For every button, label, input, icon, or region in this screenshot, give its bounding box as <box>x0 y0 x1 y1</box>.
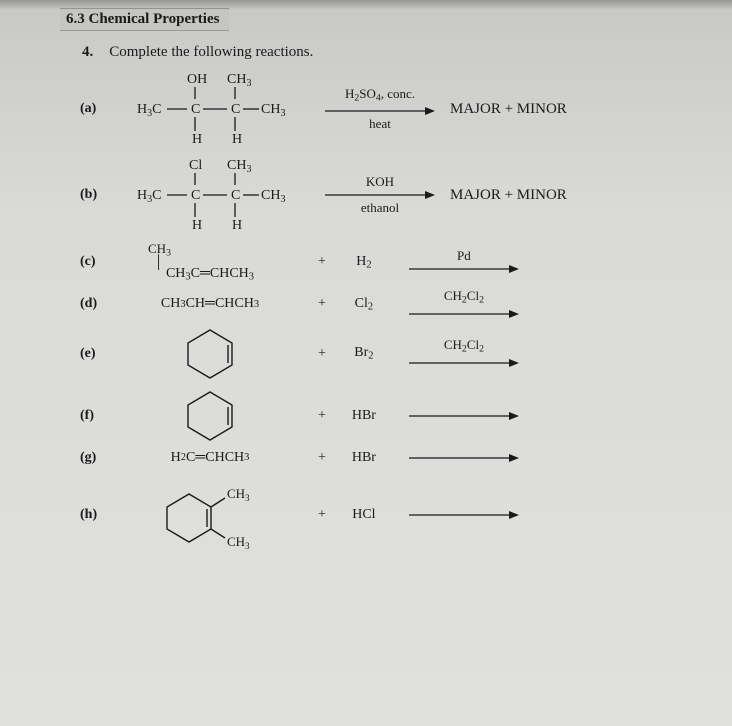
atom-h-br-b: H <box>232 218 242 233</box>
products-a: MAJOR + MINOR <box>450 101 702 118</box>
structure-e <box>110 326 310 382</box>
atom-h3c-left: H3C <box>137 102 161 119</box>
arrow-g <box>404 452 524 464</box>
part-b: (b) Cl CH3 H3C C C CH3 H H <box>60 155 702 235</box>
part-h: (h) CH3 CH3 + HCl <box>60 472 702 558</box>
atom-cl: Cl <box>189 158 202 173</box>
question-line: 4. Complete the following reactions. <box>82 43 702 61</box>
reagent-g: HBr <box>334 450 394 466</box>
atom-ch3-top-b: CH3 <box>227 158 251 175</box>
arrow-c: Pd <box>404 249 524 275</box>
structure-g: H2C═CHCH3 <box>110 450 310 466</box>
plus-icon: + <box>318 346 326 362</box>
sub-ch3-bot: CH3 <box>227 534 250 551</box>
arrow-a: H2SO4, conc. heat <box>320 87 440 131</box>
branch-bond: │ <box>154 254 163 270</box>
arrow-top-b: KOH <box>366 175 394 189</box>
products-b: MAJOR + MINOR <box>450 187 702 204</box>
part-label-c: (c) <box>80 254 110 270</box>
arrow-top-e: CH2Cl2 <box>444 338 484 356</box>
part-label-e: (e) <box>80 346 110 362</box>
atom-h-br: H <box>232 132 242 147</box>
plus-icon: + <box>318 296 326 312</box>
cyclohexene-icon <box>180 326 240 382</box>
structure-f <box>110 388 310 444</box>
atom-c1-b: C <box>191 188 200 203</box>
atom-c2: C <box>231 102 240 117</box>
part-c: (c) CH3 │ CH3C═CHCH3 + H2 Pd <box>60 241 702 283</box>
arrow-icon <box>409 452 519 464</box>
arrow-d: CH2Cl2 <box>404 289 524 319</box>
carbon-chain-b: Cl CH3 H3C C C CH3 H H <box>125 155 295 235</box>
atom-h3c-left-b: H3C <box>137 188 161 205</box>
part-f: (f) + HBr <box>60 388 702 444</box>
part-label-a: (a) <box>80 101 110 117</box>
alkene-c: CH3C═CHCH3 <box>166 266 254 283</box>
part-d: (d) CH3CH═CHCH3 + Cl2 CH2Cl2 <box>60 289 702 319</box>
question-text: Complete the following reactions. <box>109 44 313 60</box>
reagent-c: H2 <box>334 254 394 271</box>
reagent-e: Br2 <box>334 345 394 362</box>
cyclohexene-icon <box>180 388 240 444</box>
part-label-b: (b) <box>80 187 110 203</box>
carbon-chain-a: OH CH3 H3C C C CH3 H H <box>125 69 295 149</box>
plus-icon: + <box>318 507 326 523</box>
reagent-f: HBr <box>334 408 394 424</box>
structure-c: CH3 │ CH3C═CHCH3 <box>110 241 310 283</box>
sub-ch3-top: CH3 <box>227 486 250 503</box>
atom-c2-b: C <box>231 188 240 203</box>
atom-oh: OH <box>187 72 207 87</box>
arrow-top-d: CH2Cl2 <box>444 289 484 307</box>
reagent-d: Cl2 <box>334 296 394 313</box>
atom-ch3-top: CH3 <box>227 72 251 89</box>
arrow-icon <box>409 308 519 320</box>
question-number: 4. <box>82 44 93 60</box>
part-label-f: (f) <box>80 408 110 424</box>
part-label-d: (d) <box>80 296 110 312</box>
arrow-bot-a: heat <box>369 117 391 131</box>
arrow-bot-b: ethanol <box>361 201 399 215</box>
dimethylcyclohexene-icon: CH3 CH3 <box>155 472 265 558</box>
arrow-h <box>404 509 524 521</box>
arrow-f <box>404 410 524 422</box>
arrow-icon <box>409 410 519 422</box>
atom-ch3-right-b: CH3 <box>261 188 285 205</box>
plus-icon: + <box>318 408 326 424</box>
reagent-h: HCl <box>334 507 394 523</box>
plus-icon: + <box>318 254 326 270</box>
arrow-e: CH2Cl2 <box>404 338 524 368</box>
arrow-b: KOH ethanol <box>320 175 440 215</box>
atom-c1: C <box>191 102 200 117</box>
atom-h-bl: H <box>192 132 202 147</box>
part-label-h: (h) <box>80 507 110 523</box>
part-label-g: (g) <box>80 450 110 466</box>
arrow-top-a: H2SO4, conc. <box>345 87 415 105</box>
page: 6.3 Chemical Properties 4. Complete the … <box>0 0 732 726</box>
atom-h-bl-b: H <box>192 218 202 233</box>
part-a: (a) OH CH3 H3C C C CH3 H H <box>60 69 702 149</box>
arrow-icon <box>409 357 519 369</box>
part-e: (e) + Br2 CH2Cl2 <box>60 326 702 382</box>
structure-d: CH3CH═CHCH3 <box>110 296 310 312</box>
structure-b: Cl CH3 H3C C C CH3 H H <box>110 155 310 235</box>
arrow-top-c: Pd <box>457 249 471 263</box>
part-g: (g) H2C═CHCH3 + HBr <box>60 450 702 466</box>
structure-h: CH3 CH3 <box>110 472 310 558</box>
atom-ch3-right: CH3 <box>261 102 285 119</box>
arrow-icon <box>409 509 519 521</box>
section-header: 6.3 Chemical Properties <box>60 8 229 31</box>
plus-icon: + <box>318 450 326 466</box>
structure-a: OH CH3 H3C C C CH3 H H <box>110 69 310 149</box>
arrow-icon <box>409 263 519 275</box>
